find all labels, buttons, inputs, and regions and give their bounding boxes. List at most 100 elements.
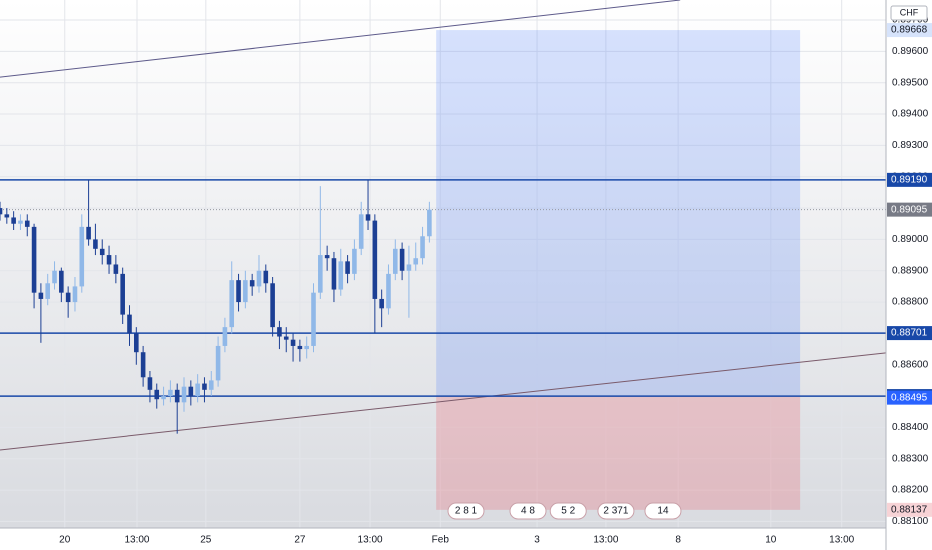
candle-body: [59, 270, 64, 293]
candle-body: [311, 292, 316, 346]
price-badge-label: 0.89668: [891, 25, 928, 36]
candle-body: [195, 383, 200, 397]
price-badge: [887, 202, 932, 217]
candle-body: [243, 280, 248, 303]
candle-body: [120, 273, 125, 315]
candle-body: [174, 389, 180, 403]
candle-body: [392, 248, 398, 274]
y-tick-label: 0.89600: [892, 46, 929, 57]
time-axis: [0, 528, 886, 550]
y-tick-label: 0.88900: [892, 265, 929, 276]
y-tick-label: 0.88800: [892, 297, 929, 308]
x-tick-label: 13:00: [829, 535, 854, 546]
candle-body: [65, 292, 71, 303]
candle-body: [208, 380, 214, 390]
candle-body: [249, 280, 255, 287]
price-badge: [887, 326, 932, 341]
candle-body: [413, 258, 419, 265]
candle-body: [290, 339, 296, 346]
currency: CHF: [900, 7, 919, 17]
price-badge-label: 0.88495: [891, 392, 928, 403]
candle-body: [72, 286, 78, 303]
candle-body: [399, 248, 405, 271]
candle-body: [386, 273, 391, 309]
candle-body: [427, 209, 432, 237]
plot-background: [0, 0, 886, 528]
y-tick-label: 0.89000: [892, 234, 929, 245]
candle-body: [38, 292, 44, 299]
event-badge: [549, 502, 587, 520]
candle-body: [331, 258, 337, 290]
candle-body: [263, 270, 269, 284]
candle-body: [52, 270, 57, 284]
candle-body: [113, 264, 119, 274]
candle-body: [161, 396, 166, 400]
candle-body: [222, 327, 228, 346]
x-tick-label: 13:00: [358, 535, 383, 546]
x-tick-label: 13:00: [124, 535, 149, 546]
price-badge-label: 0.88137: [891, 504, 928, 515]
price-badge-label: 0.89190: [891, 175, 928, 186]
candle-body: [277, 327, 282, 337]
event-label: 5 2: [561, 506, 575, 517]
price-axis: [886, 0, 932, 550]
event-label: 14: [657, 506, 669, 517]
candle-body: [345, 261, 350, 274]
price-badge: [887, 502, 932, 517]
y-tick-label: 0.89400: [892, 109, 929, 120]
candle-body: [338, 261, 344, 290]
candle-body: [106, 255, 112, 265]
currency-box[interactable]: [890, 5, 928, 21]
candle-body: [99, 248, 105, 256]
event-badge: [644, 502, 682, 520]
x-tick-label: 8: [675, 535, 681, 546]
price-badge: [887, 390, 932, 405]
candle-body: [93, 239, 98, 249]
candle-body: [188, 386, 194, 397]
candle-body: [256, 270, 262, 287]
price-badge: [887, 23, 932, 38]
x-tick-label: 27: [294, 535, 306, 546]
x-tick-label: 13:00: [593, 535, 618, 546]
candle-body: [215, 345, 221, 381]
candle-body: [202, 383, 207, 390]
y-tick-label: 0.88300: [892, 453, 929, 464]
candle-body: [229, 280, 235, 328]
axes: 0.897000.896000.895000.894000.893000.892…: [59, 15, 932, 546]
candle-body: [318, 255, 323, 293]
event-label: 2 371: [603, 506, 628, 517]
x-tick-label: 25: [200, 535, 212, 546]
event-label: 2 8 1: [455, 506, 478, 517]
candle-body: [324, 255, 330, 259]
candle-body: [168, 389, 173, 397]
candle-body: [79, 226, 85, 287]
price-badge-label: 0.89095: [891, 204, 928, 215]
candle-body: [140, 352, 146, 378]
candle-body: [147, 377, 153, 390]
candle-body: [86, 226, 91, 240]
candle-body: [18, 220, 23, 224]
loss-zone: [436, 396, 801, 510]
y-tick-label: 0.88200: [892, 485, 929, 496]
candle-body: [24, 220, 30, 227]
trend-line: [0, 0, 681, 78]
price-badge: [887, 172, 932, 187]
candle-body: [134, 333, 139, 353]
event-badge: [597, 502, 635, 520]
candle-body: [11, 217, 16, 224]
y-tick-label: 0.89500: [892, 77, 929, 88]
candle-body: [127, 314, 132, 334]
event-badge: [447, 502, 485, 520]
y-tick-label: 0.88600: [892, 359, 929, 370]
candle-body: [154, 389, 160, 400]
y-tick-label: 0.88400: [892, 422, 929, 433]
candle-body: [358, 214, 364, 249]
candle-body: [4, 214, 10, 218]
candle-body: [283, 336, 289, 340]
candle-body: [372, 220, 378, 299]
candle-body: [236, 280, 241, 303]
candle-body: [270, 283, 275, 328]
x-tick-label: 10: [765, 535, 777, 546]
candle-body: [297, 345, 303, 350]
